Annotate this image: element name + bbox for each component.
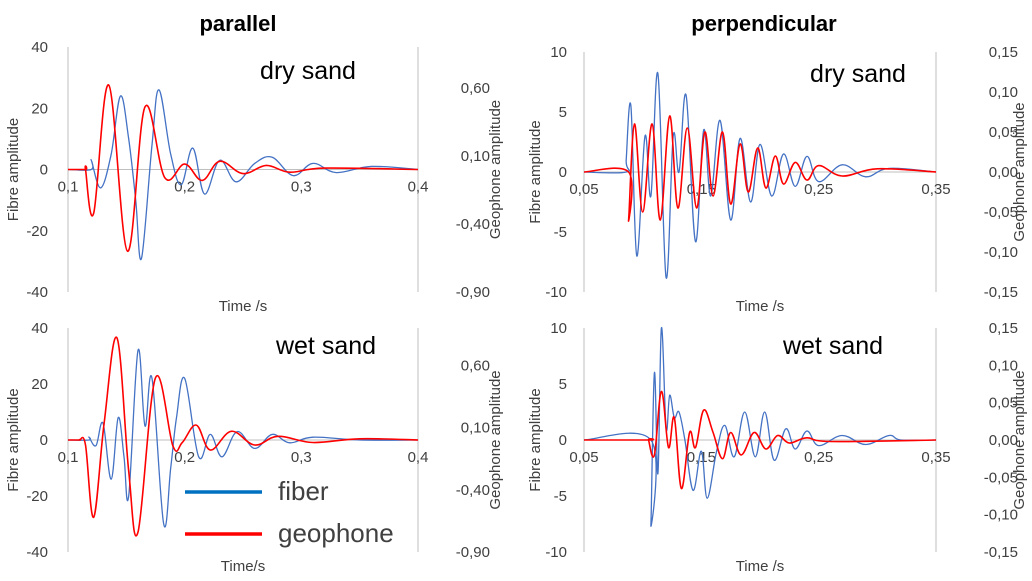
y-tick-label: 5 — [559, 376, 567, 393]
x-tick-label: 0,4 — [408, 449, 429, 466]
x-tick-label: 0,25 — [804, 449, 833, 466]
y-tick-label: -20 — [26, 488, 48, 505]
y2-tick-label: 0,60 — [461, 357, 490, 374]
x-axis-title: Time /s — [736, 298, 785, 315]
y-tick-label: 0 — [40, 162, 48, 179]
y2-tick-label: 0,10 — [989, 357, 1018, 374]
y2-tick-label: -0,05 — [984, 204, 1018, 221]
y2-tick-label: 0,10 — [461, 148, 490, 165]
series-geophone-line — [68, 336, 419, 537]
y-tick-label: 20 — [31, 376, 48, 393]
panel-label: dry sand — [810, 60, 906, 88]
x-tick-label: 0,05 — [569, 181, 598, 198]
y2-tick-label: -0,90 — [456, 284, 490, 301]
y2-tick-label: -0,40 — [456, 482, 490, 499]
y2-tick-label: -0,15 — [984, 544, 1018, 561]
chart-panel-4: 10 5 0 -5 -10 0,15 0,10 0,05 0,00 -0,05 -0,10 -0,15… — [527, 320, 1028, 575]
y2-tick-label: 0,10 — [461, 420, 490, 437]
y-tick-label: 10 — [550, 320, 567, 337]
y-axis-title: Fibre amplitude — [527, 388, 544, 491]
y-tick-label: 20 — [31, 100, 48, 117]
y2-axis-title: Geophone amplitude — [487, 370, 504, 509]
y-tick-label: -20 — [26, 223, 48, 240]
y-tick-label: 5 — [559, 104, 567, 121]
series-fiber-line — [583, 71, 937, 279]
x-axis-title: Time /s — [219, 298, 268, 315]
y-tick-label: 0 — [40, 432, 48, 449]
x-tick-label: 0,4 — [408, 179, 429, 196]
y-tick-label: -40 — [26, 284, 48, 301]
column-title-parallel: parallel — [199, 11, 276, 36]
y-tick-label: 0 — [559, 432, 567, 449]
y-axis-title: Fibre amplitude — [5, 388, 22, 491]
y-tick-label: 40 — [31, 39, 48, 56]
legend: fiber geophone — [185, 476, 394, 548]
x-tick-label: 0,35 — [921, 181, 950, 198]
y2-axis-title: Geophone amplitude — [1011, 102, 1028, 241]
series-geophone-line — [68, 84, 419, 253]
chart-panel-3: 40 20 0 -20 -40 0,60 0,10 -0,40 -0,90 0,1 0,2 0,3 0,… — [5, 320, 504, 575]
panel-label: wet sand — [275, 332, 376, 360]
panel-label: wet sand — [782, 332, 883, 360]
y2-tick-label: 0,05 — [989, 124, 1018, 141]
y2-tick-label: 0,00 — [989, 432, 1018, 449]
column-title-perpendicular: perpendicular — [691, 11, 837, 36]
y-tick-label: 10 — [550, 44, 567, 61]
x-tick-label: 0,2 — [174, 449, 195, 466]
x-tick-label: 0,3 — [291, 179, 312, 196]
x-tick-label: 0,05 — [569, 449, 598, 466]
y2-tick-label: 0,60 — [461, 80, 490, 97]
y2-tick-label: 0,00 — [989, 164, 1018, 181]
y2-tick-label: 0,05 — [989, 395, 1018, 412]
y2-axis-title: Geophone amplitude — [487, 100, 504, 239]
y-tick-label: -10 — [545, 544, 567, 561]
y2-tick-label: 0,15 — [989, 44, 1018, 61]
x-axis-title: Time/s — [221, 558, 265, 575]
x-tick-label: 0,35 — [921, 449, 950, 466]
y-axis-title: Fibre amplitude — [527, 120, 544, 223]
y2-tick-label: -0,90 — [456, 544, 490, 561]
y2-tick-label: -0,40 — [456, 216, 490, 233]
panel-label: dry sand — [260, 57, 356, 85]
y-tick-label: -5 — [554, 488, 567, 505]
y-tick-label: 40 — [31, 320, 48, 337]
y2-tick-label: 0,15 — [989, 320, 1018, 337]
y2-tick-label: 0,10 — [989, 84, 1018, 101]
series-fiber-line — [67, 89, 419, 261]
legend-geophone-label: geophone — [278, 518, 394, 548]
y-tick-label: -40 — [26, 544, 48, 561]
y2-tick-label: -0,10 — [984, 244, 1018, 261]
y-tick-label: -10 — [545, 284, 567, 301]
x-tick-label: 0,1 — [58, 179, 79, 196]
x-tick-label: 0,25 — [804, 181, 833, 198]
y2-tick-label: -0,05 — [984, 469, 1018, 486]
legend-fiber-label: fiber — [278, 476, 329, 506]
chart-panel-1: 40 20 0 -20 -40 0,60 0,10 -0,40 -0,90 0,1 0,2 0,3 0,… — [5, 39, 504, 315]
x-tick-label: 0,1 — [58, 449, 79, 466]
x-tick-label: 0,3 — [291, 449, 312, 466]
series-fiber-line — [583, 327, 937, 527]
x-tick-label: 0,2 — [174, 179, 195, 196]
y-axis-title: Fibre amplitude — [5, 118, 22, 221]
y-tick-label: 0 — [559, 164, 567, 181]
x-axis-title: Time /s — [736, 558, 785, 575]
y2-tick-label: -0,10 — [984, 507, 1018, 524]
chart-panel-2: 10 5 0 -5 -10 0,15 0,10 0,05 0,00 -0,05 -0,10 -0,15… — [527, 44, 1028, 315]
series-geophone-line — [583, 115, 937, 222]
x-tick-label: 0,15 — [687, 449, 716, 466]
y2-tick-label: -0,15 — [984, 284, 1018, 301]
y-tick-label: -5 — [554, 224, 567, 241]
series-geophone-line — [584, 390, 937, 490]
y2-axis-title: Geophone amplitude — [1011, 370, 1028, 509]
